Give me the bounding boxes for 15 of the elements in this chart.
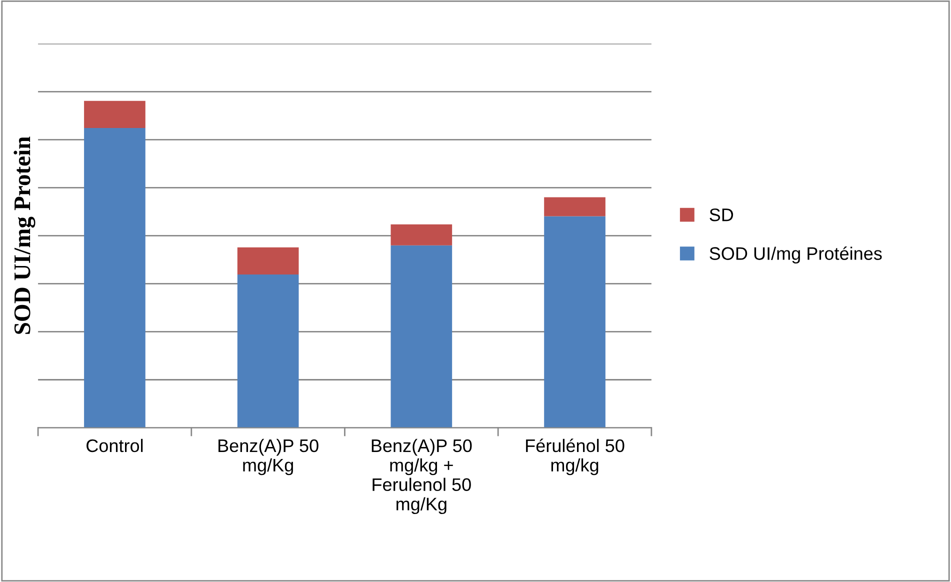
bar [84, 128, 146, 428]
bar [84, 100, 146, 128]
x-tick-label: Benz(A)P 50 mg/kg + Ferulenol 50 mg/Kg [372, 438, 472, 514]
y-axis-title: SOD UI/mg Protein [14, 136, 36, 334]
legend-label: SD [710, 208, 734, 222]
bar [544, 216, 606, 428]
bar [544, 197, 606, 216]
bar [237, 247, 299, 274]
x-tick-label: Benz(A)P 50 mg/Kg [218, 438, 318, 476]
bar [237, 274, 299, 428]
bar [390, 224, 452, 246]
bar [390, 245, 452, 428]
x-tick-label: Control [86, 438, 143, 452]
x-tick-label: Férulénol 50 mg/kg [526, 438, 624, 476]
legend-label: SOD UI/mg Protéines [710, 246, 882, 264]
